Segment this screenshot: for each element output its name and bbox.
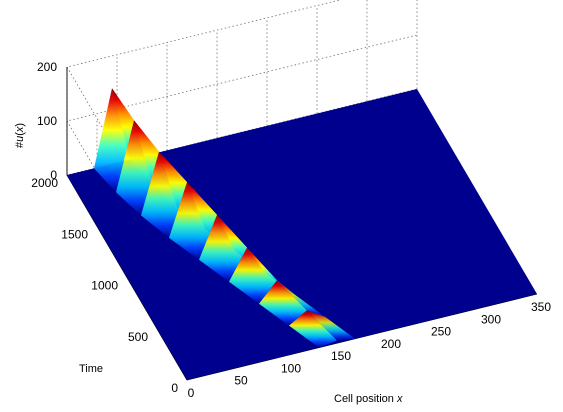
ridge-face-left — [169, 182, 217, 260]
ridge-segment — [229, 247, 295, 304]
y-axis-label: Time — [79, 363, 103, 375]
ridge-face-left — [229, 247, 277, 304]
z-tick-label: 200 — [37, 60, 57, 74]
x-tick-label: 100 — [281, 361, 301, 375]
z-axis-label-x: x — [14, 126, 26, 133]
x-tick-label: 0 — [188, 386, 195, 400]
z-axis-label-hash: # — [14, 141, 26, 148]
z-tick-label: 100 — [37, 114, 57, 128]
y-tick-label: 2000 — [31, 176, 58, 190]
surface-floor — [67, 89, 537, 380]
x-tick-label: 250 — [431, 325, 451, 339]
z-axis-label: #u(x) — [14, 123, 26, 148]
z-axis-label-u: u — [14, 136, 26, 142]
x-axis-label-var: x — [396, 393, 403, 405]
z-axis-label-open: ( — [14, 132, 26, 136]
z-tick-label: 0 — [50, 168, 57, 182]
x-tick-label: 300 — [481, 312, 501, 326]
x-axis-label: Cell position x — [334, 393, 403, 405]
x-axis-label-text: Cell position — [334, 393, 397, 405]
x-tick-label: 50 — [234, 374, 248, 388]
ridge-face-left — [289, 310, 337, 348]
x-axis-ticks: 0 50 100 150 200 250 300 350 — [188, 300, 552, 400]
y-tick-label: 0 — [171, 381, 178, 395]
y-tick-label: 1500 — [61, 227, 88, 241]
y-tick-label: 1000 — [91, 279, 118, 293]
ridge-face-right — [307, 310, 355, 341]
y-tick-label: 500 — [128, 330, 148, 344]
x-tick-label: 350 — [531, 300, 551, 314]
ridge-surface — [94, 88, 355, 348]
ridge-face-left — [259, 280, 307, 326]
y-axis-ticks: 0 500 1000 1500 2000 — [31, 176, 178, 395]
z-axis-ticks: 0 100 200 — [37, 60, 57, 182]
ridge-face-left — [199, 214, 247, 282]
ridge-segment — [259, 280, 325, 326]
x-tick-label: 200 — [381, 337, 401, 351]
x-tick-label: 150 — [331, 349, 351, 363]
ridge-segment — [289, 310, 355, 348]
z-axis-label-close: ) — [14, 123, 26, 127]
